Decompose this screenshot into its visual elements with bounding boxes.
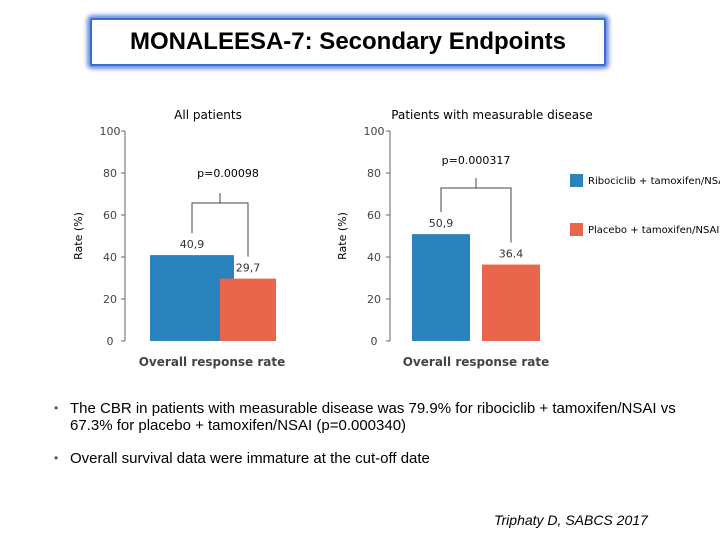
y-tick-label: 80 <box>103 167 117 180</box>
panel-title: All patients <box>174 108 242 122</box>
y-tick-label: 80 <box>367 167 381 180</box>
panel-title: Patients with measurable disease <box>391 108 592 122</box>
y-tick-label: 60 <box>103 209 117 222</box>
bullet-glyph: • <box>54 451 59 465</box>
bar-value-label: 29,7 <box>236 262 261 275</box>
bullet-item: • Overall survival data were immature at… <box>46 450 706 467</box>
y-tick-label: 0 <box>107 335 114 348</box>
bullet-text: The CBR in patients with measurable dise… <box>70 400 676 434</box>
bar-placebo <box>482 264 540 341</box>
y-tick-label: 100 <box>100 125 121 138</box>
bar-ribociclib <box>412 234 470 341</box>
y-tick-label: 40 <box>367 251 381 264</box>
legend-label: Placebo + tamoxifen/NSAI <box>588 225 719 236</box>
bar-value-label: 50,9 <box>429 217 454 230</box>
bullet-list: • The CBR in patients with measurable di… <box>46 400 706 483</box>
legend-swatch <box>570 223 583 236</box>
citation: Triphaty D, SABCS 2017 <box>494 512 648 528</box>
y-tick-label: 20 <box>367 293 381 306</box>
p-value-label: p=0.00098 <box>197 167 259 180</box>
bar-value-label: 36.4 <box>499 248 524 261</box>
bullet-item: • The CBR in patients with measurable di… <box>46 400 706 434</box>
y-tick-label: 100 <box>364 125 385 138</box>
slide-title: MONALEESA-7: Secondary Endpoints <box>129 28 567 55</box>
y-axis-label: Rate (%) <box>72 212 85 260</box>
y-tick-label: 0 <box>371 335 378 348</box>
bullet-glyph: • <box>54 401 59 415</box>
bar-placebo <box>220 278 276 341</box>
response-rate-chart: All patients 0 20 40 60 80 100 Rate (%) 40,9 29,7… <box>72 108 720 369</box>
slide-title-box: MONALEESA-7: Secondary Endpoints <box>90 18 606 66</box>
p-value-label: p=0.000317 <box>442 154 511 167</box>
legend-label: Ribociclib + tamoxifen/NSAI <box>588 176 720 187</box>
legend-swatch <box>570 174 583 187</box>
y-tick-label: 20 <box>103 293 117 306</box>
bar-value-label: 40,9 <box>180 238 205 251</box>
x-axis-label: Overall response rate <box>139 355 286 369</box>
bullet-text: Overall survival data were immature at t… <box>70 450 430 467</box>
x-axis-label: Overall response rate <box>403 355 550 369</box>
y-tick-label: 40 <box>103 251 117 264</box>
y-tick-label: 60 <box>367 209 381 222</box>
y-axis-label: Rate (%) <box>336 212 349 260</box>
